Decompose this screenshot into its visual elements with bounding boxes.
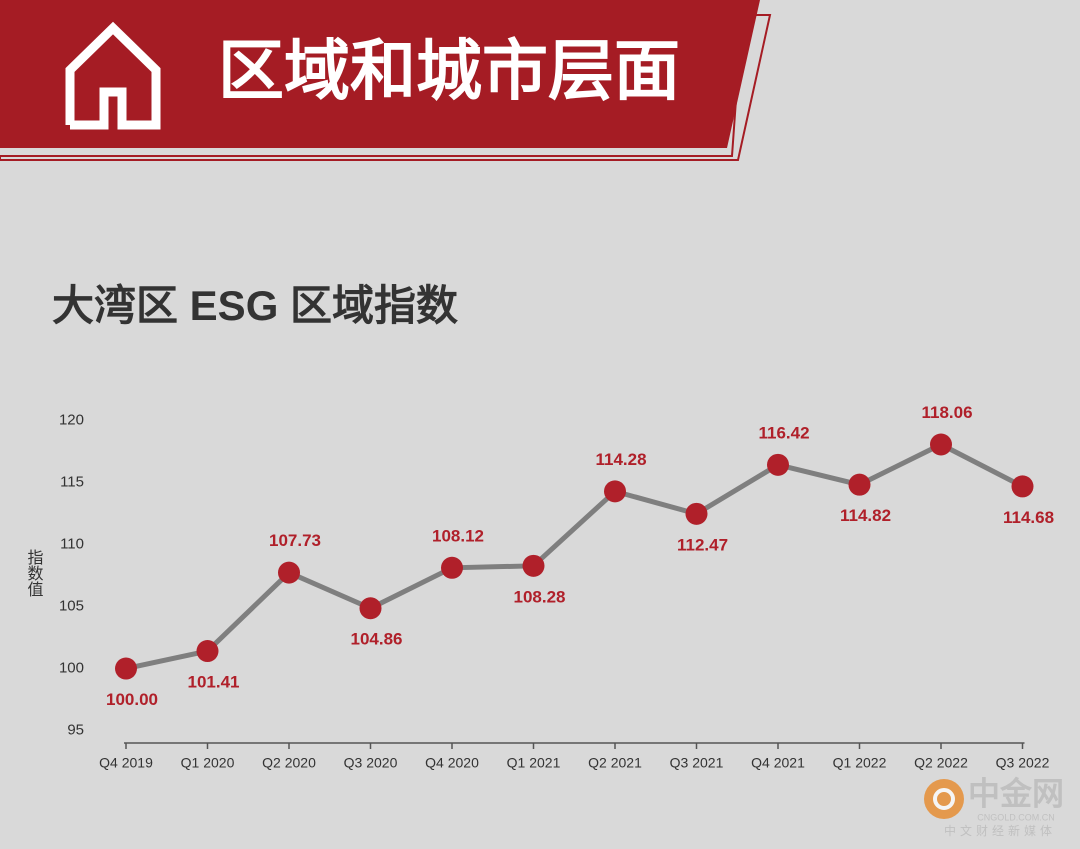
x-tick-label: Q1 2022 bbox=[833, 755, 887, 771]
marker bbox=[767, 453, 789, 476]
chart-title: 大湾区 ESG 区域指数 bbox=[52, 282, 458, 329]
x-tick-label: Q3 2021 bbox=[670, 755, 724, 771]
watermark-domain: CNGOLD.COM.CN bbox=[977, 812, 1055, 822]
x-tick-label: Q2 2022 bbox=[914, 755, 968, 771]
marker bbox=[115, 657, 137, 680]
x-tick-label: Q3 2022 bbox=[996, 755, 1050, 771]
watermark-logo-swirl bbox=[933, 788, 955, 810]
marker bbox=[604, 480, 626, 503]
banner-title: 区域和城市层面 bbox=[218, 33, 680, 107]
marker bbox=[930, 433, 952, 456]
marker bbox=[196, 640, 219, 663]
marker bbox=[441, 556, 463, 579]
value-label: 112.47 bbox=[677, 535, 728, 554]
value-label: 118.06 bbox=[921, 403, 972, 422]
y-tick-label: 115 bbox=[60, 473, 84, 490]
value-label: 104.86 bbox=[351, 630, 403, 649]
value-label: 108.12 bbox=[432, 526, 484, 545]
y-tick-label: 95 bbox=[67, 722, 84, 739]
watermark: 中金网 CNGOLD.COM.CN 中文财经新媒体 bbox=[924, 775, 1064, 838]
marker bbox=[522, 554, 545, 577]
x-tick-label: Q3 2020 bbox=[344, 755, 398, 771]
series-line bbox=[125, 441, 1024, 671]
y-axis-label: 指数值 bbox=[25, 549, 44, 597]
value-label: 116.42 bbox=[758, 423, 809, 442]
banner-outline bbox=[0, 14, 772, 161]
x-tick-label: Q2 2020 bbox=[262, 755, 316, 771]
marker bbox=[848, 473, 871, 496]
x-tick-label: Q1 2021 bbox=[507, 755, 561, 771]
y-tick-label: 100 bbox=[59, 660, 84, 677]
value-label: 114.28 bbox=[595, 450, 646, 469]
x-tick-label: Q4 2020 bbox=[425, 755, 479, 771]
y-tick-label: 110 bbox=[60, 535, 84, 552]
value-label: 114.82 bbox=[840, 506, 891, 525]
value-label: 100.00 bbox=[106, 690, 158, 709]
watermark-logo bbox=[924, 779, 964, 819]
x-tick-label: Q4 2019 bbox=[99, 755, 153, 771]
watermark-brand: 中金网 bbox=[968, 775, 1064, 811]
marker bbox=[685, 502, 708, 525]
plot: 95 100 105 110 115 120 Q4 2019 Q1 2020 Q2 2020 Q3… bbox=[59, 403, 1054, 771]
x-tick-label: Q4 2021 bbox=[751, 755, 805, 771]
value-label: 107.73 bbox=[269, 531, 321, 550]
x-tick-label: Q1 2020 bbox=[181, 755, 235, 771]
value-label: 108.28 bbox=[514, 587, 566, 606]
marker bbox=[278, 561, 300, 584]
watermark-slogan: 中文财经新媒体 bbox=[944, 823, 1056, 838]
value-label: 101.41 bbox=[188, 673, 240, 692]
y-tick-label: 120 bbox=[59, 411, 84, 428]
marker bbox=[359, 597, 382, 620]
x-tick-label: Q2 2021 bbox=[588, 755, 642, 771]
marker bbox=[1011, 475, 1034, 498]
y-tick-label: 105 bbox=[59, 597, 84, 614]
value-label: 114.68 bbox=[1003, 508, 1054, 527]
banner bbox=[0, 0, 760, 148]
house-icon bbox=[65, 21, 161, 130]
